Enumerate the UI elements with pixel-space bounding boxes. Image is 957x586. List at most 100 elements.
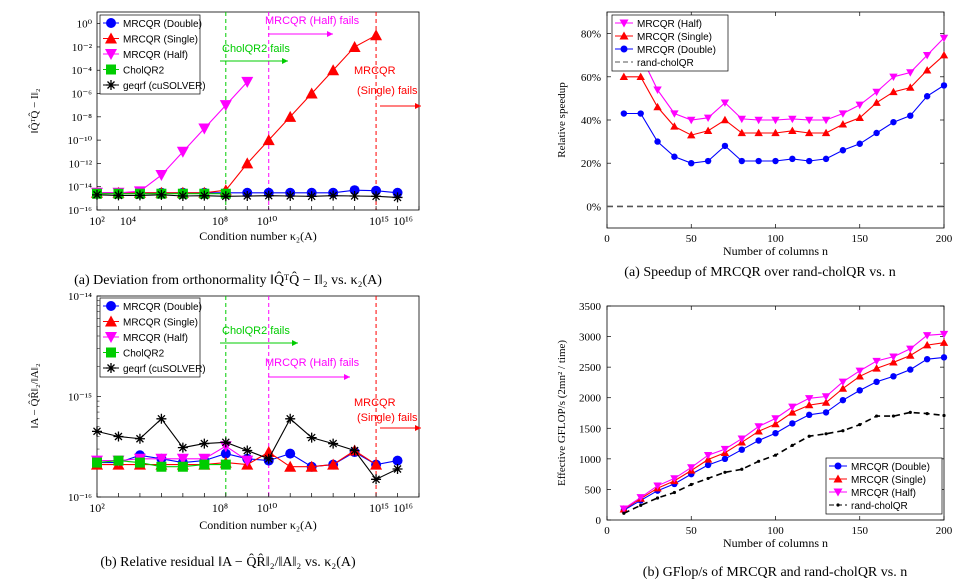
- asterisk-marker: [177, 190, 188, 201]
- annotation-single-fails-2: (Single) fails: [357, 85, 418, 97]
- circle-marker: [637, 110, 644, 117]
- y-tick-label: 0%: [586, 201, 601, 213]
- axes-frame: [96, 11, 420, 211]
- triangle-down-marker: [198, 453, 211, 465]
- triangle-down-marker: [889, 353, 898, 361]
- y-axis-label: ‖A − Q̂R̂‖₂/‖A‖₂: [28, 363, 41, 429]
- x-axis-label: Number of columns n: [723, 536, 828, 550]
- triangle-down-marker: [805, 395, 814, 403]
- legend-label: geqrf (cuSOLVER): [123, 81, 206, 92]
- triangle-down-marker: [833, 488, 843, 497]
- series-mrcqr-single-: [619, 338, 949, 513]
- y-axis-label: Effective GFLOP/s (2mn² / time): [556, 340, 568, 486]
- triangle-down-marker: [687, 116, 696, 125]
- series-rand-cholqr: [622, 410, 946, 515]
- circle-marker: [704, 157, 712, 165]
- annotation-arrow-head: [282, 58, 288, 64]
- square-marker: [92, 457, 102, 468]
- triangle-down-marker: [198, 123, 211, 135]
- legend-label: MRCQR (Half): [123, 50, 188, 61]
- circle-marker: [738, 157, 745, 165]
- y-tick-label: 1500: [579, 423, 602, 435]
- triangle-down-marker: [670, 475, 679, 483]
- y-tick-label: 10⁻¹⁰: [67, 135, 92, 147]
- series-mrcqr-double-: [620, 82, 948, 167]
- y-tick-label: 80%: [581, 29, 601, 41]
- square-marker: [156, 461, 167, 472]
- circle-marker: [856, 387, 863, 394]
- triangle-down-marker: [105, 332, 117, 343]
- legend-label: rand-cholQR: [851, 501, 908, 512]
- triangle-down-marker: [838, 378, 848, 387]
- legend-label: MRCQR (Half): [637, 19, 702, 30]
- circle-marker: [285, 448, 296, 459]
- triangle-down-marker: [241, 455, 254, 467]
- asterisk-marker: [392, 463, 403, 474]
- triangle-down-marker: [872, 88, 881, 97]
- asterisk-marker: [285, 190, 296, 201]
- triangle-down-marker: [619, 19, 629, 28]
- triangle-up-marker: [720, 115, 730, 124]
- triangle-up-marker: [805, 128, 814, 137]
- triangle-up-marker: [788, 126, 797, 134]
- circle-marker: [822, 155, 830, 163]
- x-tick-label: 10²: [89, 501, 105, 515]
- series-cholqr2: [92, 455, 231, 472]
- asterisk-marker: [134, 190, 145, 201]
- x-tick-label: 10¹⁵: [369, 501, 389, 515]
- x-axis-label: Condition number κ₂(A): [199, 518, 317, 532]
- x-tick-label: 10¹⁶: [393, 501, 413, 515]
- triangle-down-marker: [838, 110, 848, 118]
- circle-marker: [890, 373, 897, 380]
- triangle-down-marker: [788, 403, 797, 412]
- triangle-down-marker: [176, 146, 189, 158]
- square-marker: [199, 459, 210, 470]
- dot-marker: [639, 503, 643, 507]
- y-tick-label: 10⁻¹⁴: [68, 182, 92, 194]
- triangle-down-marker: [855, 367, 864, 376]
- y-tick-label: 2000: [579, 393, 602, 405]
- triangle-down-marker: [821, 116, 831, 125]
- legend-label: MRCQR (Single): [851, 475, 926, 486]
- legend-label: MRCQR (Half): [851, 488, 916, 499]
- legend-label: MRCQR (Double): [851, 462, 930, 473]
- square-marker: [134, 457, 145, 468]
- circle-marker: [923, 93, 931, 100]
- triangle-up-marker: [670, 122, 679, 130]
- legend-label: MRCQR (Double): [637, 45, 716, 56]
- triangle-up-marker: [619, 31, 629, 40]
- triangle-down-marker: [653, 86, 662, 94]
- asterisk-marker: [285, 413, 296, 424]
- y-tick-label: 10⁰: [77, 19, 93, 31]
- circle-marker: [839, 147, 847, 154]
- circle-marker: [806, 157, 813, 165]
- triangle-up-marker: [922, 340, 932, 349]
- y-tick-label: 0: [596, 515, 602, 527]
- dot-marker: [841, 429, 845, 433]
- x-tick-label: 10¹⁰: [257, 501, 278, 515]
- legend-label: geqrf (cuSOLVER): [123, 364, 206, 375]
- x-tick-label: 0: [604, 525, 610, 537]
- dot-marker: [723, 470, 727, 474]
- triangle-up-marker: [838, 120, 848, 128]
- x-tick-label: 50: [686, 233, 698, 245]
- annotation-half-fails: MRCQR (Half) fails: [265, 15, 360, 27]
- series-mrcqr-half-: [619, 330, 949, 513]
- triangle-down-marker: [906, 69, 915, 77]
- circle-marker: [789, 420, 796, 427]
- dot-marker: [655, 496, 660, 500]
- triangle-down-marker: [703, 451, 713, 460]
- y-tick-label: 10⁻¹⁶: [68, 492, 92, 504]
- circle-marker: [106, 301, 116, 311]
- y-tick-label: 3500: [579, 301, 602, 313]
- dot-marker: [875, 414, 879, 418]
- asterisk-marker: [199, 438, 210, 449]
- square-marker: [220, 459, 231, 470]
- legend-label: CholQR2: [123, 66, 165, 77]
- triangle-up-marker: [821, 128, 831, 137]
- circle-marker: [834, 462, 842, 470]
- x-tick-label: 10⁴: [120, 214, 136, 228]
- circle-marker: [220, 448, 231, 459]
- annotation-half-fails: MRCQR (Half) fails: [265, 357, 360, 369]
- triangle-down-marker: [771, 415, 780, 423]
